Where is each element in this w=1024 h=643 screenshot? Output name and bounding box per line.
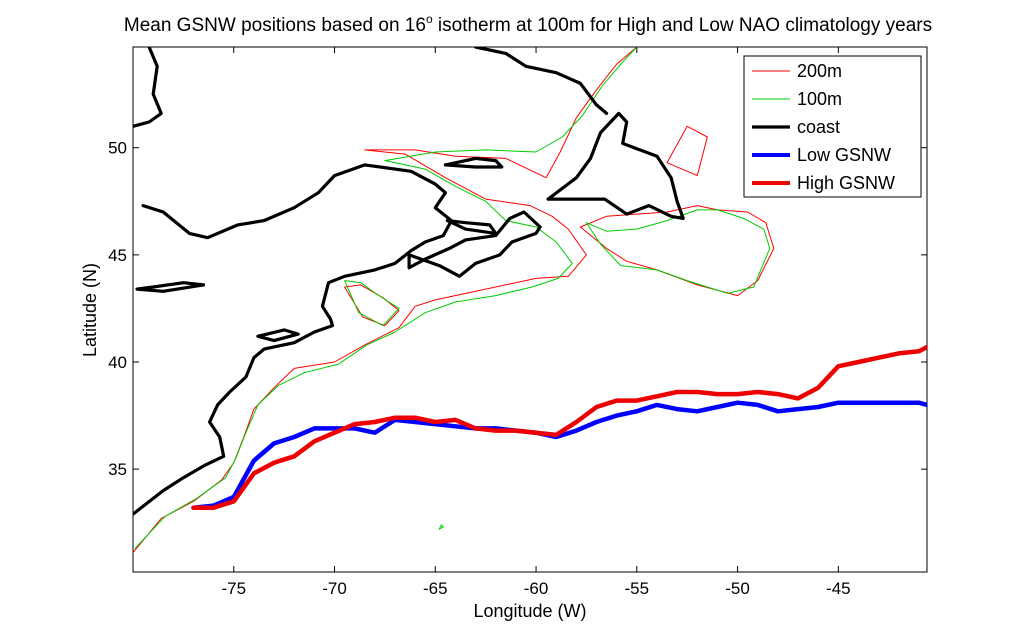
series-layer: [133, 47, 927, 554]
ticks-layer: -75 -70 -65 -60 -55 -50 -45 35 40 45 50: [108, 47, 927, 598]
x-tick-label: -65: [423, 579, 448, 598]
legend-item-coast: coast: [752, 117, 840, 137]
series-low-gsnw: [191, 400, 927, 510]
series-200m-line-1: [579, 205, 775, 297]
legend-label: High GSNW: [797, 173, 895, 193]
series-200m: [133, 47, 775, 554]
series-200m-line-0: [133, 47, 638, 554]
series-coast-line-1: [407, 210, 542, 278]
series-coast-line-8: [133, 47, 163, 128]
y-tick-label: 50: [108, 139, 127, 158]
series-coast-line-0: [133, 163, 453, 516]
legend-label: coast: [797, 117, 840, 137]
series-100m-line-3: [438, 524, 444, 530]
y-tick-label: 35: [108, 460, 127, 479]
legend-item-200m: 200m: [752, 61, 842, 81]
legend-label: 200m: [797, 61, 842, 81]
series-200m-line-3: [666, 125, 708, 177]
series-high-gsnw-line-0: [191, 344, 927, 510]
series-100m-line-2: [344, 280, 400, 327]
series-coast-line-5: [256, 328, 300, 343]
x-tick-label: -50: [725, 579, 750, 598]
legend-item-100m: 100m: [752, 89, 842, 109]
series-low-gsnw-line-0: [191, 400, 927, 510]
chart-title: Mean GSNW positions based on 16o isother…: [124, 12, 932, 36]
y-tick-label: 45: [108, 246, 127, 265]
y-tick-label: 40: [108, 353, 127, 372]
series-coast-line-4: [546, 111, 685, 220]
x-tick-label: -45: [826, 579, 851, 598]
x-axis-label: Longitude (W): [473, 601, 586, 621]
series-100m-line-0: [134, 47, 638, 549]
x-tick-label: -55: [625, 579, 650, 598]
series-100m: [134, 47, 771, 549]
x-tick-label: -75: [221, 579, 246, 598]
series-200m-line-2: [344, 284, 400, 327]
legend-label: 100m: [797, 89, 842, 109]
series-coast-line-7: [474, 47, 609, 115]
x-tick-label: -70: [322, 579, 347, 598]
legend-item-high-gsnw: High GSNW: [752, 173, 895, 193]
series-coast: [133, 47, 685, 516]
legend-label: Low GSNW: [797, 145, 891, 165]
series-coast-line-2: [445, 219, 498, 235]
y-axis-label: Latitude (N): [80, 263, 100, 357]
legend: 200m 100m coast Low GSNW High GSNW: [743, 55, 922, 198]
series-coast-line-6: [135, 281, 206, 293]
series-coast-line-3: [443, 156, 504, 169]
x-tick-label: -60: [524, 579, 549, 598]
legend-item-low-gsnw: Low GSNW: [752, 145, 891, 165]
series-100m-line-1: [585, 209, 771, 294]
series-high-gsnw: [191, 344, 927, 510]
